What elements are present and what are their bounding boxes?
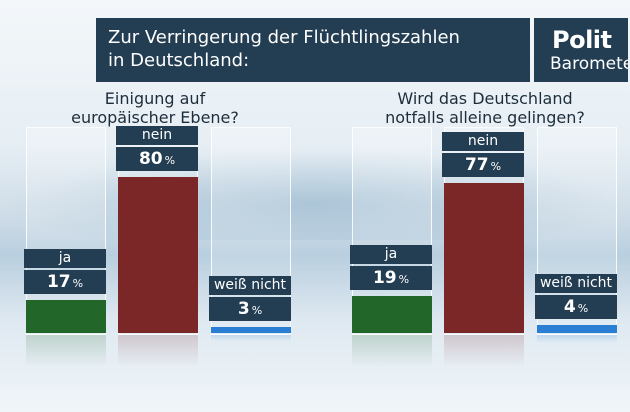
chart-2-nein-value-label: 77% — [442, 152, 524, 177]
title-line-1: Zur Verringerung der Flüchtlingszahlen — [108, 27, 460, 48]
chart-2-nein-reflection — [444, 335, 524, 367]
chart-1-ja-value: 17 — [46, 271, 71, 292]
chart-1-ja-bar — [26, 299, 106, 333]
chart-1-nein-bar — [118, 177, 198, 333]
logo-line-1: Polit — [552, 26, 612, 54]
chart-1-nein-value: 80 — [138, 149, 163, 169]
title-line-2: in Deutschland: — [108, 50, 250, 71]
chart-1-question-line-2: europäischer Ebene? — [71, 108, 239, 127]
chart-2-question-line-2: notfalls alleine gelingen? — [385, 108, 585, 127]
chart-2-ja-label: ja — [350, 244, 432, 264]
chart-2-weiss-nicht-reflection — [537, 335, 617, 343]
logo-line-2: Barometer — [550, 54, 628, 74]
chart-1-ja-label: ja — [24, 248, 106, 268]
politbarometer-logo: Polit Barometer — [534, 18, 628, 82]
chart-1-weiss-nicht-reflection — [211, 335, 291, 341]
chart-2-weiss-nicht-label: weiß nicht — [535, 274, 617, 294]
chart-2-question: Wird das Deutschland notfalls alleine ge… — [355, 89, 615, 127]
chart-2-weiss-nicht-bar — [537, 325, 617, 333]
chart-1-weiss-nicht-value-label: 3% — [209, 297, 291, 322]
chart-2-weiss-nicht-value-label: 4% — [535, 295, 617, 320]
chart-2-nein-unit: % — [490, 159, 502, 173]
chart-2-ja-unit: % — [398, 272, 410, 286]
chart-2-ja-value-label: 19% — [350, 265, 432, 290]
chart-2-nein-label: nein — [442, 131, 524, 151]
chart-1-ja-reflection — [26, 335, 106, 367]
chart-1-question-line-1: Einigung auf — [104, 89, 206, 108]
chart-2-ja-value: 19 — [372, 267, 397, 288]
chart-1-nein-label: nein — [116, 126, 198, 145]
chart-1-ja-unit: % — [72, 276, 84, 290]
chart-1-weiss-nicht-bar — [211, 327, 291, 333]
chart-1-weiss-nicht-value: 3 — [237, 299, 250, 320]
chart-1-weiss-nicht-unit: % — [251, 304, 263, 318]
chart-1-nein-unit: % — [164, 154, 176, 167]
chart-2-ja-reflection — [352, 335, 432, 367]
chart-2-weiss-nicht-unit: % — [577, 302, 589, 316]
chart-2-ja-bar — [352, 295, 432, 333]
chart-2-nein-value: 77 — [464, 154, 489, 175]
chart-1-ja-value-label: 17% — [24, 269, 106, 294]
chart-1-weiss-nicht-label: weiß nicht — [209, 276, 291, 296]
chart-2-nein-bar — [444, 182, 524, 333]
chart-2-weiss-nicht-value: 4 — [563, 297, 576, 318]
chart-2-question-line-1: Wird das Deutschland — [397, 89, 573, 108]
chart-1-nein-value-label: 80% — [116, 147, 198, 171]
title-bar: Zur Verringerung der Flüchtlingszahlen i… — [96, 18, 530, 82]
chart-1-nein-reflection — [118, 335, 198, 367]
chart-1-question: Einigung auf europäischer Ebene? — [40, 89, 270, 127]
